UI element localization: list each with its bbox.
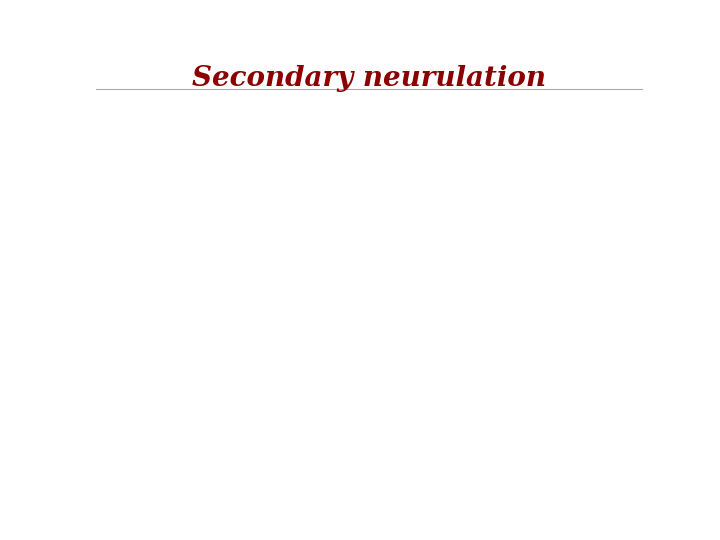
Text: Secondary neurulation: Secondary neurulation [192,65,546,92]
